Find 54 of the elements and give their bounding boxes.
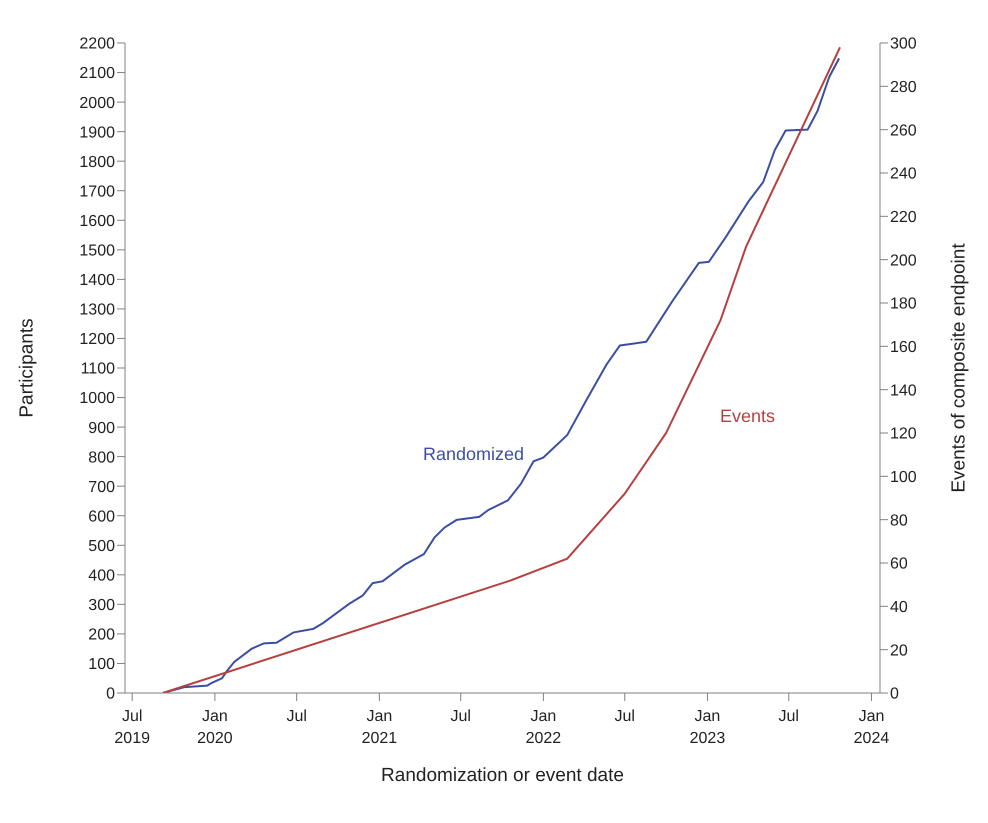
y2-tick-label: 260 (890, 122, 917, 140)
y-tick-label: 2000 (79, 94, 116, 112)
y-tick-label: 500 (88, 538, 116, 555)
y-tick-label: 1000 (79, 390, 116, 408)
y2-tick-label: 300 (890, 36, 917, 53)
x-tick-label: Jul (778, 708, 799, 725)
series-label: Randomized (423, 444, 524, 465)
x-tick-label: Jul (286, 708, 307, 725)
y2-tick-label: 220 (890, 209, 917, 226)
y2-tick-label: 40 (890, 599, 908, 616)
x-tick-label: Jul (614, 708, 635, 725)
x-axis-title: Randomization or event date (381, 765, 624, 786)
y-tick-label: 1300 (79, 302, 116, 319)
y2-tick-label: 140 (890, 382, 917, 400)
y-tick-label: 800 (88, 449, 116, 466)
x-tick-label: Jan 2020 (197, 708, 233, 747)
y2-tick-label: 120 (890, 426, 917, 443)
y2-tick-label: 80 (890, 512, 908, 530)
y-tick-label: 700 (88, 478, 116, 496)
y2-tick-label: 0 (890, 686, 899, 703)
y-tick-label: 2100 (79, 65, 116, 82)
y-tick-label: 900 (88, 420, 116, 437)
x-tick-label: Jul (450, 708, 471, 725)
y2-axis-title: Events of composite endpoint (948, 242, 970, 493)
y-tick-label: 1700 (79, 183, 116, 200)
x-tick-label: Jan 2023 (690, 708, 726, 747)
y-tick-label: 2200 (79, 36, 116, 53)
y-tick-label: 1800 (79, 154, 116, 171)
y-tick-label: 1100 (80, 360, 116, 378)
y2-tick-label: 60 (890, 556, 908, 573)
y-tick-label: 1500 (79, 242, 116, 260)
x-tick-label: Jul 2019 (114, 708, 150, 747)
x-tick-label: Jan 2022 (526, 708, 562, 747)
y-tick-label: 100 (88, 656, 116, 674)
y2-tick-label: 200 (890, 252, 917, 270)
y2-tick-label: 240 (890, 166, 917, 183)
x-tick-label: Jan 2021 (362, 708, 398, 747)
y-tick-label: 1400 (79, 272, 116, 290)
y-tick-label: 1600 (79, 212, 116, 230)
y2-tick-label: 160 (890, 339, 917, 356)
y-tick-label: 0 (106, 686, 116, 703)
y-tick-label: 200 (88, 626, 116, 644)
y2-tick-label: 280 (890, 79, 917, 96)
y-tick-label: 400 (88, 568, 116, 584)
x-tick-label: Jan 2024 (854, 708, 890, 747)
y-tick-label: 600 (88, 508, 116, 526)
y-axis-title: Participants (16, 318, 38, 418)
y-tick-label: 1900 (79, 124, 116, 142)
y2-tick-label: 180 (890, 296, 917, 313)
y-tick-label: 1200 (79, 331, 116, 348)
y2-tick-label: 100 (890, 469, 917, 486)
y2-tick-label: 20 (890, 642, 908, 660)
text: Events (720, 406, 776, 427)
y-tick-label: 300 (88, 597, 116, 614)
